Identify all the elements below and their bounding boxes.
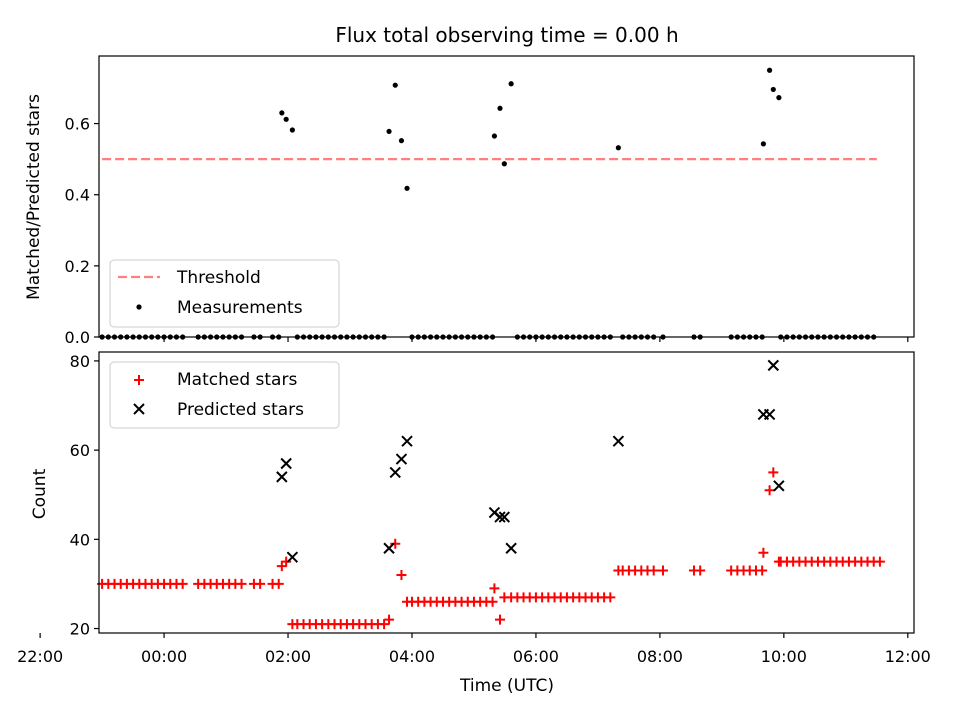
bottom-y-tick-label: 80 (70, 352, 90, 371)
legend-plus-marker (134, 375, 144, 385)
legend-measurements-label: Measurements (177, 298, 303, 318)
matched-star-point (255, 578, 266, 589)
top-x-ticks (163, 337, 909, 342)
bottom-legend-box (109, 361, 340, 429)
matched-star-point (489, 583, 500, 594)
measurement-point (279, 110, 285, 116)
top-plot-frame (98, 55, 915, 338)
predicted-star-point (763, 408, 776, 421)
matched-star-point (177, 578, 188, 589)
matched-star-point (648, 565, 659, 576)
measurement-point (770, 86, 776, 93)
predicted-star-point (505, 542, 517, 554)
measurement-point (289, 127, 295, 133)
x-tick-label: 10:00 (761, 647, 807, 666)
bottom-x-ticks: 22:00 00:00 02:00 04:00 06:00 08:00 10:00 12:00 (17, 633, 931, 666)
top-legend: Threshold Measurements (109, 259, 340, 328)
matched-star-point (396, 570, 407, 581)
legend-measurements-swatch (136, 304, 142, 310)
bottom-y-tick-label: 60 (70, 441, 90, 460)
predicted-star-point (494, 511, 506, 523)
measurement-points (279, 67, 782, 191)
matched-star-point (657, 565, 668, 576)
measurement-point (404, 185, 410, 191)
top-legend-box (109, 259, 340, 328)
matched-star-point (236, 578, 247, 589)
matched-star-point (757, 565, 768, 576)
matched-star-point (605, 592, 616, 603)
predicted-star-point (383, 542, 395, 554)
predicted-star-point (280, 457, 292, 470)
predicted-star-point (276, 471, 288, 483)
top-panel: 0.0 0.2 0.4 0.6 Matched/Predicted stars Thr… (24, 55, 915, 347)
measurement-point (491, 133, 498, 139)
legend-threshold-label: Threshold (176, 268, 261, 288)
bottom-plot-frame (98, 351, 915, 634)
measurement-point (283, 116, 289, 122)
measurement-point (508, 81, 514, 87)
predicted-star-point (389, 466, 401, 479)
legend-x-marker (133, 403, 145, 415)
matched-star-point (281, 556, 292, 567)
chart-title: Flux total observing time = 0.00 h (335, 23, 678, 47)
matched-star-point (874, 556, 885, 567)
top-y-tick-label: 0.4 (65, 186, 90, 205)
measurement-point (776, 95, 782, 101)
legend-matched-label: Matched stars (177, 370, 297, 390)
matched-star-point (390, 538, 401, 549)
measurement-point (760, 141, 766, 147)
predicted-star-point (612, 435, 625, 447)
measurement-point (766, 67, 773, 73)
bottom-y-tick-label: 20 (70, 620, 90, 639)
predicted-star-point (767, 359, 780, 372)
predicted-star-point (401, 435, 413, 447)
measurement-point (398, 138, 405, 144)
legend-matched-swatch (134, 375, 144, 385)
matched-star-point (273, 578, 284, 589)
x-tick-label: 22:00 (17, 647, 63, 666)
matched-star-point (768, 467, 779, 478)
top-y-tick-label: 0.0 (65, 328, 90, 347)
matched-star-point (487, 596, 498, 607)
measurement-point (501, 161, 507, 167)
matched-star-point (758, 547, 769, 558)
predicted-star-point (395, 453, 408, 465)
matched-star-point (695, 565, 706, 576)
bottom-legend: Matched stars Predicted stars (109, 361, 340, 429)
top-y-axis-title: Matched/Predicted stars (24, 94, 44, 300)
matched-star-point (379, 619, 390, 630)
predicted-star-point (286, 551, 299, 563)
predicted-star-point (498, 511, 511, 523)
matched-star-point (384, 614, 395, 625)
matched-star-point (764, 485, 775, 496)
x-tick-label: 06:00 (513, 647, 559, 666)
bottom-y-axis-title: Count (30, 468, 50, 519)
top-y-tick-label: 0.6 (65, 115, 90, 134)
x-axis-title: Time (UTC) (459, 676, 554, 696)
top-y-tick-label: 0.2 (65, 257, 90, 276)
predicted-star-point (773, 480, 785, 492)
bottom-panel: 20 40 60 80 22:00 00:00 02:00 04:00 06:00 08:00 1… (17, 351, 931, 696)
count-points (97, 359, 885, 630)
measurement-point (386, 128, 392, 135)
bottom-y-ticks: 20 40 60 80 (70, 352, 99, 639)
measurement-point (497, 105, 503, 111)
x-tick-label: 12:00 (885, 647, 931, 666)
measurement-point (615, 145, 621, 151)
x-tick-label: 08:00 (637, 647, 683, 666)
legend-predicted-label: Predicted stars (177, 400, 304, 420)
x-tick-label: 00:00 (141, 647, 187, 666)
bottom-y-tick-label: 40 (70, 530, 90, 549)
legend-predicted-swatch (133, 403, 145, 415)
top-y-ticks: 0.0 0.2 0.4 0.6 (65, 115, 99, 347)
measurement-point (392, 82, 398, 88)
x-tick-label: 04:00 (389, 647, 435, 666)
matched-star-point (494, 614, 505, 625)
matched-star-point (276, 561, 287, 572)
x-tick-label: 02:00 (265, 647, 311, 666)
